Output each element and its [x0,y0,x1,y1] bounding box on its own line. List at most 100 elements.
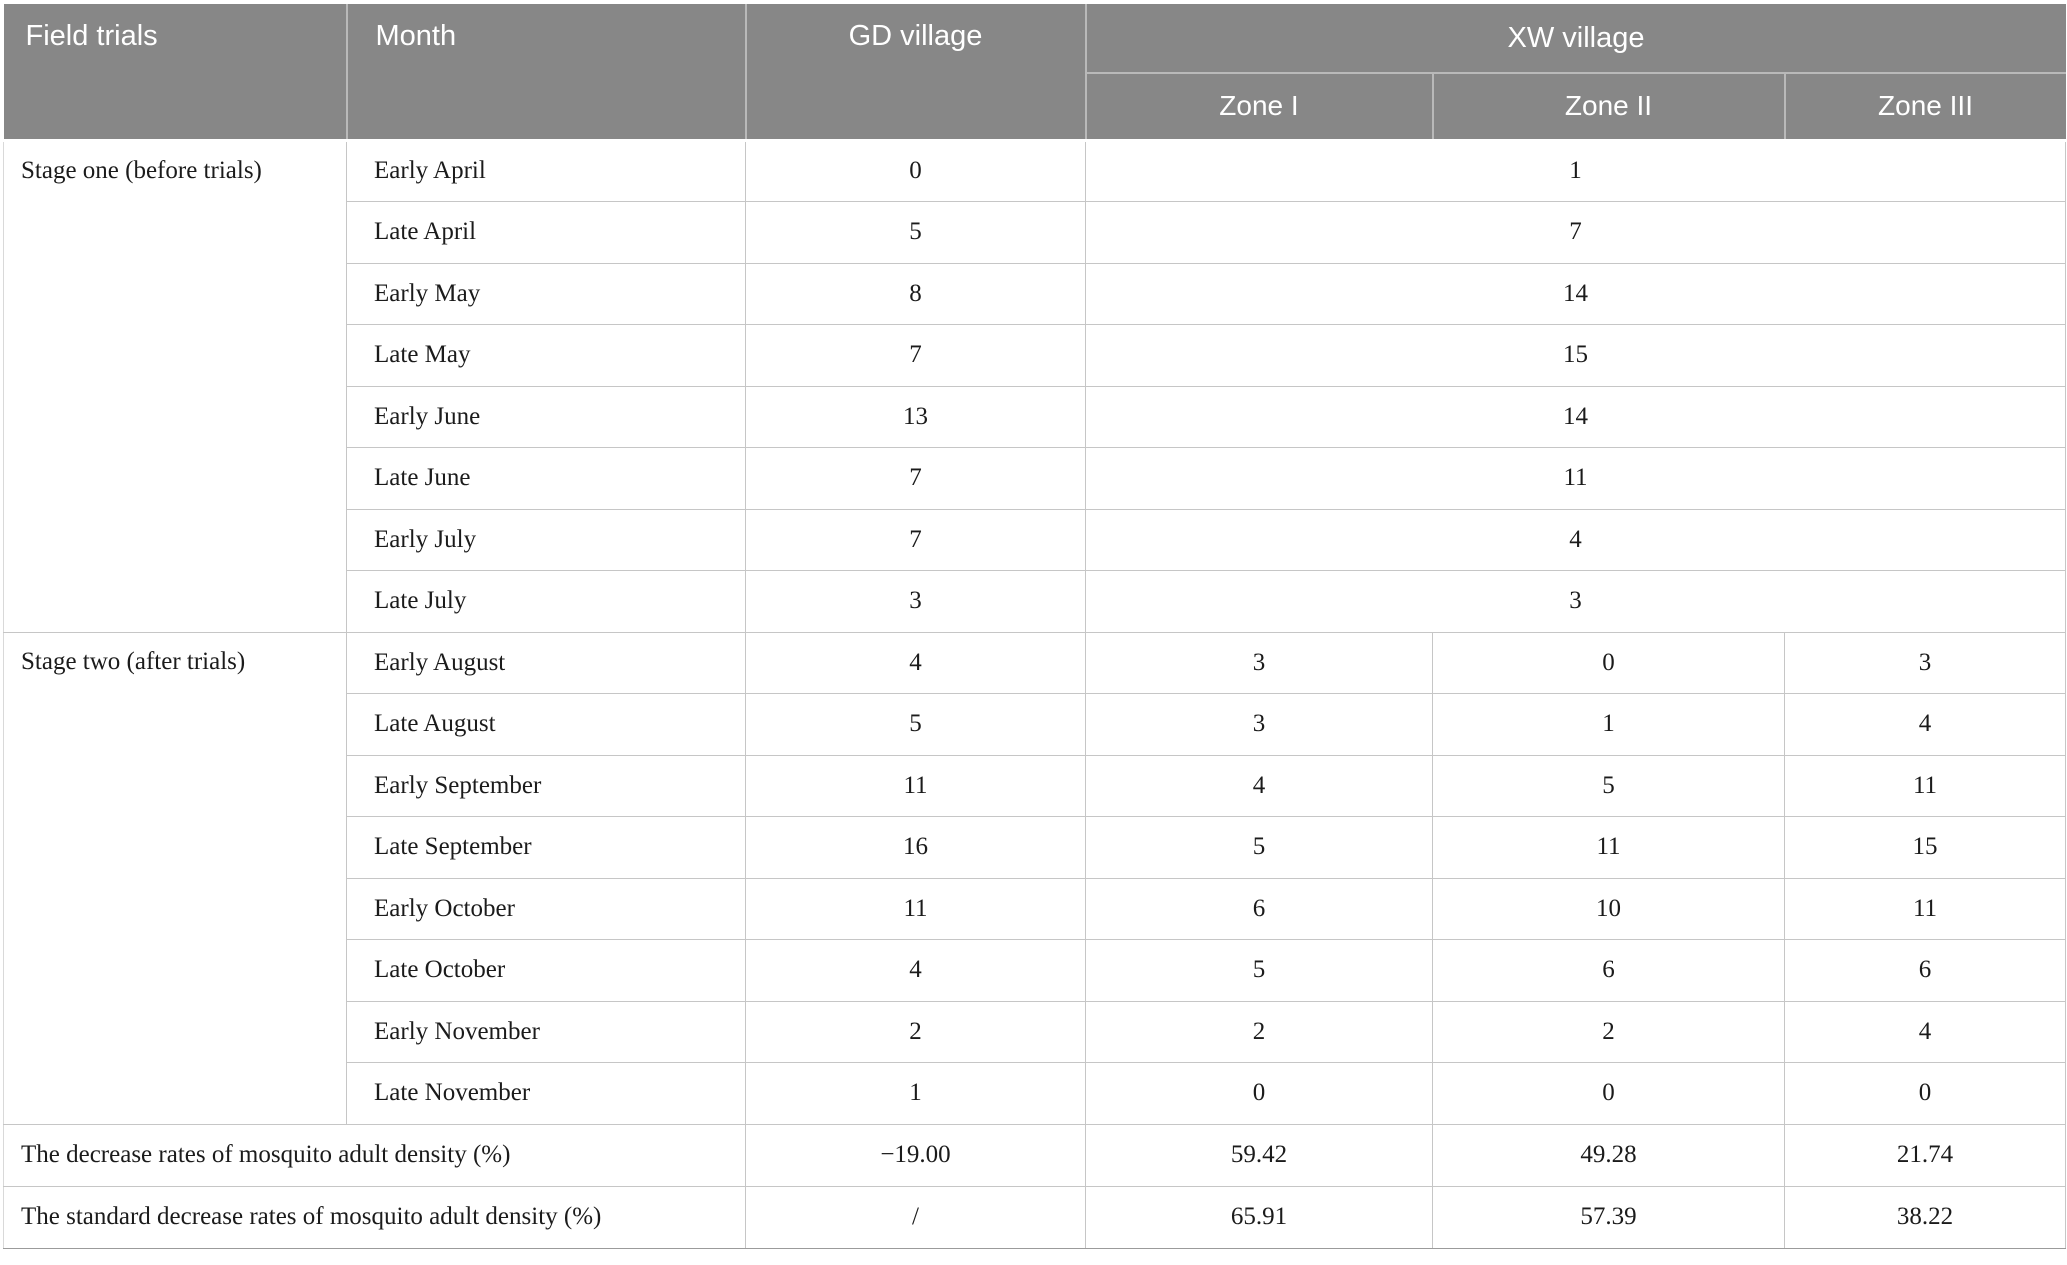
table-row: Early October 11 6 10 11 [4,877,2066,940]
stage-two-label: Stage two (after trials) [3,631,347,1125]
zone-iii-column-header: Zone III [1784,73,2066,142]
zone2-value-cell: 57.39 [1432,1185,1785,1249]
xw-value-cell: 14 [1085,385,2066,448]
month-cell: Early September [346,754,746,817]
header-row-1: Field trials Month GD village XW village [3,4,2066,142]
xw-value-cell: 7 [1085,201,2066,264]
table-row: Late April 5 7 [4,201,2066,264]
month-cell: Late April [346,201,746,264]
month-cell: Late November [346,1062,746,1125]
month-cell: Late June [346,447,746,510]
zone2-value-cell: 49.28 [1432,1123,1785,1187]
zone2-value-cell: 5 [1432,754,1785,817]
zone3-value-cell: 6 [1784,939,2066,1002]
month-cell: Late May [346,324,746,387]
gd-value-cell: 8 [745,262,1086,325]
zone3-value-cell: 15 [1784,816,2066,879]
table-row: Late July 3 3 [4,570,2066,633]
table-row: Early June 13 14 [4,385,2066,448]
zone2-value-cell: 10 [1432,877,1785,940]
gd-value-cell: 5 [745,201,1086,264]
mosquito-density-table: Field trials Month GD village XW village… [3,4,2066,1249]
zone-ii-column-header: Zone II [1432,73,1786,142]
table-row: Early July 7 4 [4,508,2066,571]
gd-value-cell: 11 [745,877,1086,940]
zone3-value-cell: 21.74 [1784,1123,2066,1187]
zone1-value-cell: 59.42 [1085,1123,1433,1187]
gd-value-cell: −19.00 [745,1123,1086,1187]
month-cell: Late August [346,693,746,756]
table-header: Field trials Month GD village XW village… [3,4,2066,142]
month-column-header: Month [346,4,747,142]
zone1-value-cell: 4 [1085,754,1433,817]
xw-value-cell: 4 [1085,508,2066,571]
month-cell: Late October [346,939,746,1002]
zone3-value-cell: 3 [1784,631,2066,694]
table-row: Late May 7 15 [4,324,2066,387]
table-row: Late August 5 3 1 4 [4,693,2066,756]
gd-value-cell: 4 [745,939,1086,1002]
xw-value-cell: 11 [1085,447,2066,510]
gd-village-column-header: GD village [745,4,1087,142]
zone1-value-cell: 6 [1085,877,1433,940]
xw-value-cell: 1 [1085,139,2066,202]
xw-value-cell: 15 [1085,324,2066,387]
zone-i-column-header: Zone I [1085,73,1434,142]
zone1-value-cell: 3 [1085,631,1433,694]
zone2-value-cell: 0 [1432,1062,1785,1125]
zone3-value-cell: 11 [1784,754,2066,817]
table-row: Early May 8 14 [4,262,2066,325]
zone2-value-cell: 11 [1432,816,1785,879]
gd-value-cell: 7 [745,324,1086,387]
zone1-value-cell: 0 [1085,1062,1433,1125]
gd-value-cell: 7 [745,508,1086,571]
xw-village-column-header: XW village [1085,4,2066,74]
zone2-value-cell: 1 [1432,693,1785,756]
table-row: Early September 11 4 5 11 [4,754,2066,817]
month-cell: Early August [346,631,746,694]
table-row: Stage one (before trials) Early April 0 … [3,139,2066,633]
gd-value-cell: 2 [745,1000,1086,1063]
zone3-value-cell: 0 [1784,1062,2066,1125]
standard-decrease-rate-label: The standard decrease rates of mosquito … [3,1185,746,1249]
zone1-value-cell: 65.91 [1085,1185,1433,1249]
zone1-value-cell: 5 [1085,939,1433,1002]
zone3-value-cell: 11 [1784,877,2066,940]
month-cell: Late July [346,570,746,633]
table-row: Early November 2 2 2 4 [4,1000,2066,1063]
gd-value-cell: 3 [745,570,1086,633]
month-cell: Early June [346,385,746,448]
table-row: Late October 4 5 6 6 [4,939,2066,1002]
month-cell: Early April [346,139,746,202]
gd-value-cell: 1 [745,1062,1086,1125]
zone2-value-cell: 2 [1432,1000,1785,1063]
table-row: The decrease rates of mosquito adult den… [3,1123,2066,1187]
month-cell: Early July [346,508,746,571]
gd-value-cell: 0 [745,139,1086,202]
zone2-value-cell: 0 [1432,631,1785,694]
zone3-value-cell: 38.22 [1784,1185,2066,1249]
gd-value-cell: 4 [745,631,1086,694]
zone1-value-cell: 3 [1085,693,1433,756]
field-trials-column-header: Field trials [3,4,348,142]
month-cell: Early October [346,877,746,940]
gd-value-cell: 16 [745,816,1086,879]
table-row: Stage two (after trials) Early August 4 … [3,631,2066,1125]
table-row: Late November 1 0 0 0 [4,1062,2066,1125]
month-cell: Early November [346,1000,746,1063]
xw-value-cell: 14 [1085,262,2066,325]
stage-one-label: Stage one (before trials) [3,139,347,633]
gd-value-cell: 13 [745,385,1086,448]
gd-value-cell: / [745,1185,1086,1249]
gd-value-cell: 5 [745,693,1086,756]
zone3-value-cell: 4 [1784,1000,2066,1063]
month-cell: Late September [346,816,746,879]
zone1-value-cell: 2 [1085,1000,1433,1063]
gd-value-cell: 11 [745,754,1086,817]
xw-value-cell: 3 [1085,570,2066,633]
header-row-2: Zone I Zone II Zone III [4,73,2066,142]
zone3-value-cell: 4 [1784,693,2066,756]
gd-value-cell: 7 [745,447,1086,510]
month-cell: Early May [346,262,746,325]
table-row: The standard decrease rates of mosquito … [3,1185,2066,1249]
